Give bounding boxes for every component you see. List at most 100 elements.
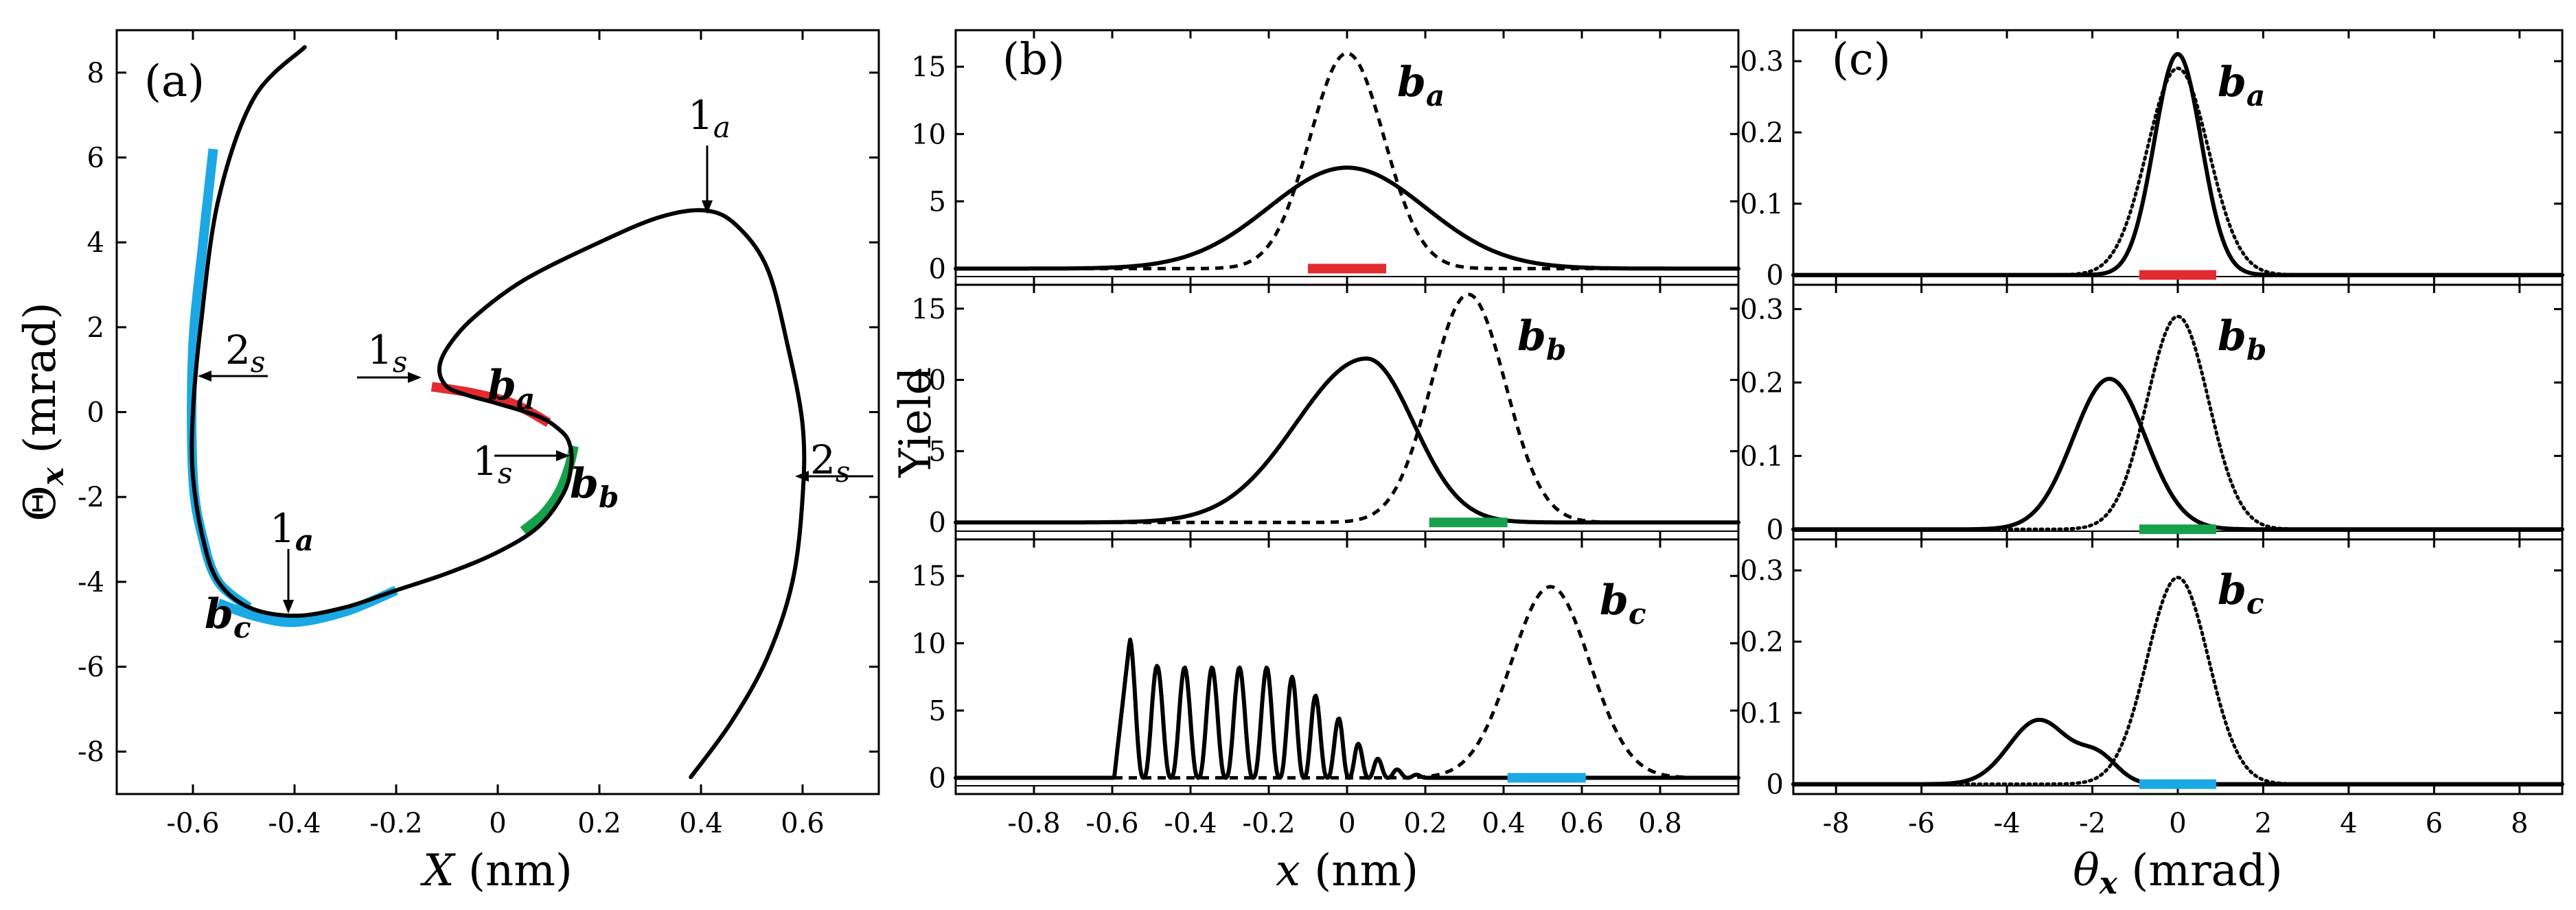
b-ytick-label: 15 (911, 561, 946, 592)
annotation-2s-right: 2s (795, 436, 873, 489)
b-b_b-dashed-curve (956, 292, 1738, 524)
panel-a-frame (115, 29, 880, 795)
panel-a-xtick-label: 0.2 (577, 808, 621, 839)
panel-a-ytick-label: 8 (87, 58, 104, 89)
b-ytick-label: 15 (911, 294, 946, 325)
panel-a-ytick-label: 6 (87, 143, 104, 174)
c-ytick-label: 0.2 (1740, 627, 1784, 658)
b-subplot-b_b: 0 5 10 15 (911, 283, 1740, 539)
b-xtick-label: 0 (1338, 808, 1355, 839)
panel-c: 00.10.20.300.10.20.300.10.20.3-8 -6 -4 -2 0 2… (1740, 29, 2564, 901)
c-ytick-label: 0.2 (1740, 367, 1784, 399)
c-xtick-label: -2 (2079, 808, 2106, 839)
b-b_c-solid-curve (954, 638, 1740, 780)
b-xtick-label: 0.8 (1638, 808, 1682, 839)
highlight-b_c-bottom (216, 585, 398, 627)
c-xtick-label: -4 (1994, 808, 2021, 839)
c-xtick-label: 6 (2426, 808, 2443, 839)
svg-text:1a: 1a (688, 92, 731, 144)
panel-c-sub-label-b: bb (2218, 312, 2266, 366)
c-ytick-label: 0.1 (1740, 441, 1784, 472)
b-subplot-b_c: 0 5 10 15 (911, 538, 1740, 794)
c-b_a-solid-curve (1791, 51, 2564, 277)
b-b_a-dashed-curve (956, 51, 1738, 270)
c-b_c-solid-curve (1791, 717, 2564, 786)
c-ytick-label: 0.3 (1740, 294, 1784, 325)
panel-a-label: (a) (144, 56, 205, 107)
panel-a-ytick-label: 0 (87, 397, 104, 429)
c-ytick-label: 0.3 (1740, 46, 1784, 78)
c-xtick-label: 2 (2255, 808, 2272, 839)
beam-label-bc: bc (205, 590, 251, 644)
c-subplot-b_b: 0 0.1 0.2 0.3 (1740, 283, 2564, 546)
panel-a-ylabel: Θx (mrad) (15, 302, 71, 521)
beam-label-ba: ba (487, 362, 535, 416)
b-xtick-label: 0.4 (1482, 808, 1526, 839)
c-ytick-label: 0.1 (1740, 189, 1784, 220)
phase-space-curve (189, 45, 807, 780)
c-b_b-dotted-curve (1791, 314, 2564, 531)
panel-a-ytick-label: 4 (87, 227, 104, 259)
c-subplot-b_a: 0 0.1 0.2 0.3 (1740, 30, 2564, 292)
b-xtick-label: -0.4 (1164, 808, 1217, 839)
panel-b-label: (b) (1002, 34, 1065, 85)
panel-b-ylabel: Yield (890, 367, 941, 478)
panel-a-ytick-label: -6 (78, 652, 104, 684)
b-ytick-label: 0 (929, 253, 946, 285)
panel-a-xtick-label: 0.4 (679, 808, 723, 839)
svg-text:2s: 2s (810, 436, 850, 489)
c-ytick-label: 0 (1767, 260, 1784, 292)
b-ytick-label: 10 (911, 628, 946, 660)
panel-a-xtick-label: -0.6 (166, 808, 219, 839)
panel-a-xtick-label: 0.6 (781, 808, 825, 839)
c-xtick-label: 4 (2340, 808, 2357, 839)
annotation-1s-right: 1s (472, 438, 570, 490)
c-b_c-dotted-curve (1791, 575, 2564, 786)
panel-a-ytick-label: -4 (78, 567, 104, 598)
b-xtick-label: 0.2 (1403, 808, 1447, 839)
c-xtick-label: 0 (2169, 808, 2186, 839)
panel-b-frame (954, 29, 1740, 795)
b-ytick-label: 0 (929, 507, 946, 539)
panel-b-content: 0 5 10 15 0 5 10 15 0 5 10 15 -0.8 -0.6 -0.4 -0.2 0 0.2 0.… (911, 30, 1740, 839)
panel-c-content: 00.10.20.300.10.20.300.10.20.3-8 -6 -4 -2 0 2… (1740, 30, 2564, 839)
b-ytick-label: 5 (929, 186, 946, 218)
panel-a-curves (189, 45, 807, 780)
svg-text:1a: 1a (270, 505, 314, 557)
c-subplot-b_c: 0 0.1 0.2 0.3 (1740, 538, 2564, 801)
panel-a-ytick-label: -2 (78, 482, 104, 513)
b-ytick-label: 5 (929, 436, 946, 467)
panel-c-label: (c) (1832, 34, 1891, 85)
panel-b: 0 5 10 15 0 5 10 15 0 5 10 15 -0.8 -0.6 -0.4 -0.2 0 0.2 0.… (890, 29, 1740, 896)
c-b_a-dotted-curve (1791, 66, 2564, 277)
panel-a-xtick-label: 0 (489, 808, 506, 839)
highlight-b_c-left (187, 148, 252, 611)
svg-text:2s: 2s (225, 327, 265, 379)
annotation-1a-top: 1a (688, 92, 731, 214)
c-xtick-label: -6 (1908, 808, 1935, 839)
panel-b-sub-label-c: bc (1600, 576, 1646, 631)
b-b_a-solid-curve (954, 165, 1740, 271)
panel-b-sub-label-a: ba (1397, 58, 1445, 113)
panel-a-xlabel: X (nm) (419, 845, 573, 896)
panel-a-ytick-label: 2 (87, 312, 104, 344)
b-xtick-label: 0.6 (1560, 808, 1604, 839)
b-ytick-label: 10 (911, 365, 946, 397)
panel-a-ticks: -0.6 -0.4 -0.2 0 0.2 0.4 0.6 -8 -6 -4 -2 0 2 4 6 8 (78, 30, 879, 839)
annotation-2s-left: 2s (198, 327, 268, 382)
c-ytick-label: 0.1 (1740, 698, 1784, 730)
panel-c-sub-label-a: ba (2218, 58, 2265, 113)
panel-b-xlabel: x (nm) (1276, 845, 1418, 896)
b-ytick-label: 5 (929, 695, 946, 727)
b-xtick-label: -0.6 (1085, 808, 1138, 839)
b-ytick-label: 0 (929, 762, 946, 794)
panel-a-xtick-label: -0.2 (369, 808, 422, 839)
b-xtick-label: -0.8 (1007, 808, 1060, 839)
beam-label-bb: bb (570, 460, 619, 514)
b-ytick-label: 10 (911, 119, 946, 150)
b-b_b-solid-curve (954, 356, 1740, 525)
panel-c-sub-label-c: bc (2218, 566, 2264, 620)
annotation-1s-left: 1s (357, 327, 422, 383)
